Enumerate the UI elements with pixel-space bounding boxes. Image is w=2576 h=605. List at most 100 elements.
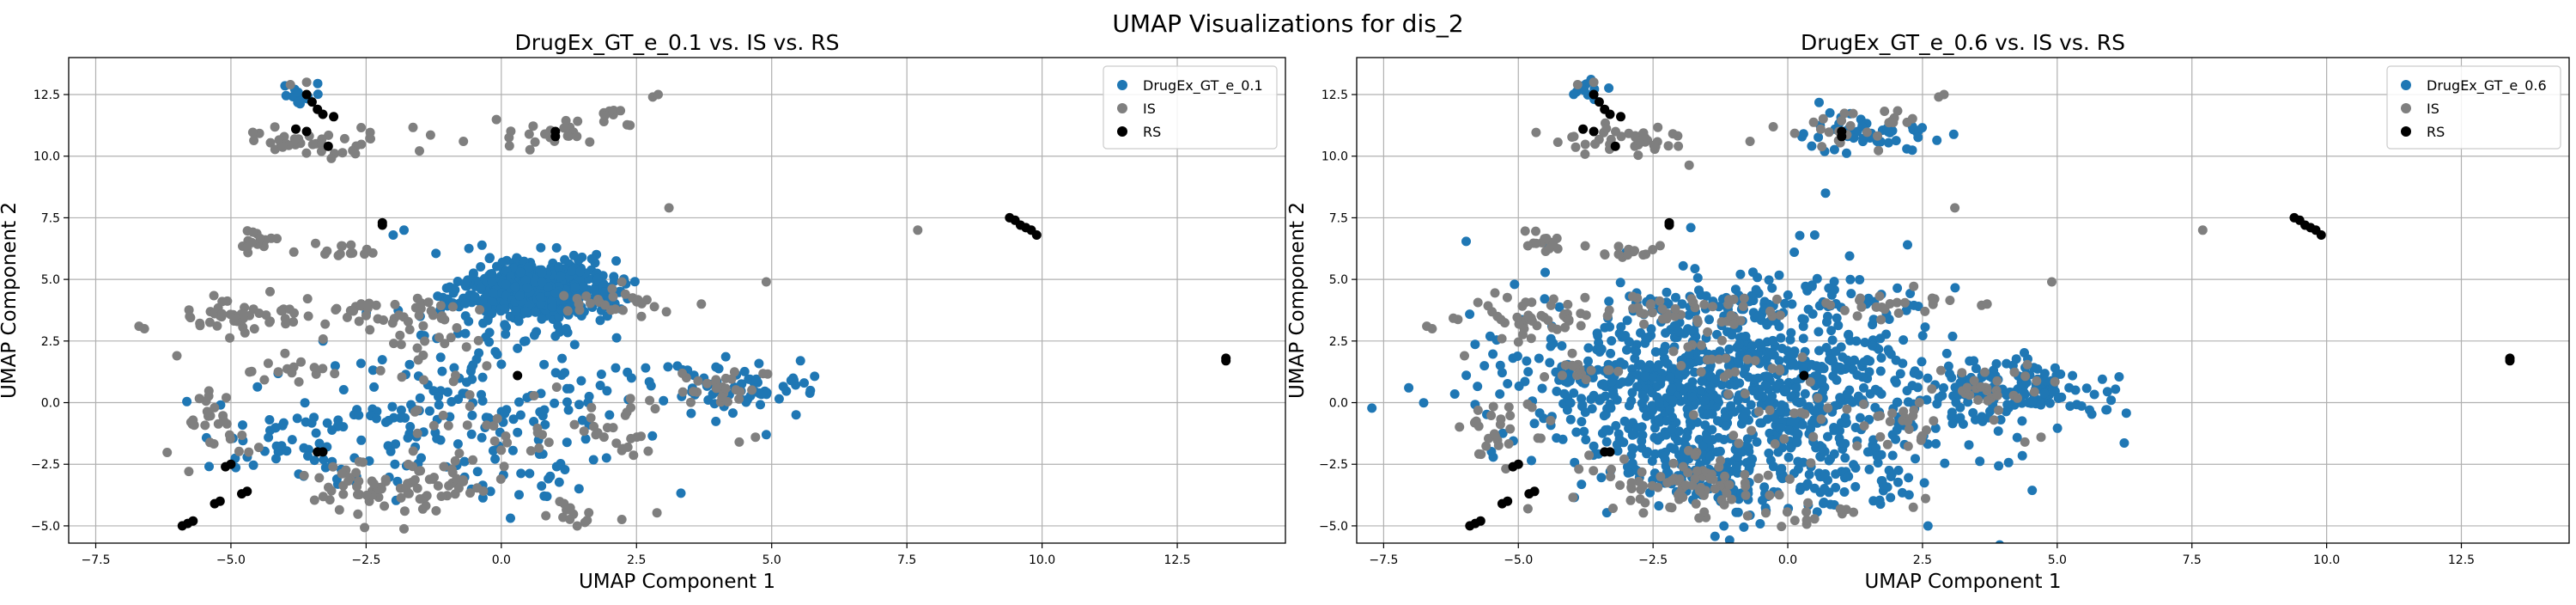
scatter-point	[1541, 234, 1552, 243]
scatter-point	[2020, 371, 2031, 382]
scatter-point	[1668, 395, 1678, 406]
scatter-point	[520, 336, 531, 346]
scatter-point	[1746, 400, 1756, 410]
scatter-point	[1750, 356, 1760, 366]
scatter-point	[1490, 288, 1500, 298]
scatter-point	[204, 317, 215, 327]
scatter-point	[1789, 349, 1799, 359]
x-tick-label: 0.0	[492, 553, 511, 567]
scatter-point	[1722, 462, 1731, 473]
scatter-point	[302, 294, 313, 304]
scatter-point	[415, 494, 425, 504]
scatter-point	[238, 420, 247, 431]
scatter-point	[1955, 402, 1965, 412]
scatter-point	[248, 227, 258, 237]
scatter-point	[1502, 292, 1512, 302]
scatter-point	[1504, 402, 1514, 412]
scatter-point	[2022, 359, 2032, 370]
scatter-point	[319, 455, 329, 465]
scatter-point	[249, 324, 259, 334]
scatter-point	[311, 428, 321, 438]
scatter-point	[781, 386, 792, 396]
scatter-point	[1971, 364, 1981, 374]
scatter-point	[626, 433, 636, 443]
scatter-point	[1581, 375, 1591, 385]
scatter-point	[1957, 368, 1967, 378]
scatter-point	[446, 333, 456, 343]
scatter-point	[412, 483, 422, 493]
scatter-point	[1637, 398, 1647, 408]
scatter-point	[1891, 377, 1901, 388]
scatter-point	[1670, 303, 1680, 314]
scatter-point	[1905, 289, 1916, 298]
scatter-point	[1688, 410, 1698, 420]
scatter-point	[2064, 382, 2075, 393]
scatter-point	[1470, 339, 1480, 350]
scatter-point	[1904, 473, 1914, 483]
scatter-point	[1703, 409, 1713, 419]
scatter-point	[1501, 464, 1511, 474]
scatter-point	[1653, 435, 1663, 445]
scatter-point	[425, 130, 435, 140]
scatter-point	[1755, 519, 1765, 529]
scatter-point	[1221, 353, 1231, 364]
scatter-point	[1765, 490, 1775, 500]
scatter-point	[574, 299, 584, 309]
scatter-point	[487, 309, 497, 319]
scatter-point	[1735, 269, 1746, 279]
scatter-point	[641, 363, 651, 373]
scatter-point	[1545, 358, 1555, 368]
scatter-point	[1835, 362, 1845, 372]
scatter-point	[1673, 436, 1683, 446]
scatter-point	[339, 133, 349, 144]
scatter-point	[1674, 426, 1684, 437]
y-tick-label: −2.5	[1319, 458, 1348, 472]
scatter-point	[553, 321, 563, 331]
scatter-point	[525, 468, 535, 479]
scatter-point	[586, 254, 597, 264]
x-tick-label: 5.0	[2048, 553, 2067, 567]
scatter-point	[1596, 394, 1606, 404]
scatter-point	[485, 253, 495, 263]
x-tick-label: −5.0	[216, 553, 246, 567]
scatter-point	[318, 492, 328, 502]
scatter-point	[1893, 477, 1903, 487]
scatter-point	[442, 387, 453, 397]
y-tick-label: 12.5	[33, 89, 60, 102]
scatter-point	[726, 374, 737, 384]
scatter-point	[447, 397, 457, 406]
scatter-point	[567, 266, 577, 276]
scatter-point	[672, 361, 683, 371]
scatter-point	[1808, 431, 1819, 442]
scatter-point	[1639, 319, 1649, 329]
scatter-point	[580, 434, 591, 444]
scatter-point	[1577, 417, 1587, 427]
y-tick-label: 10.0	[1321, 150, 1348, 164]
scatter-point	[1947, 331, 1958, 341]
scatter-point	[512, 253, 522, 263]
scatter-point	[447, 464, 457, 474]
scatter-point	[1564, 368, 1575, 378]
scatter-point	[596, 370, 606, 379]
scatter-point	[686, 408, 696, 419]
scatter-point	[537, 481, 547, 491]
scatter-point	[337, 241, 347, 251]
scatter-point	[1720, 471, 1730, 481]
scatter-point	[276, 441, 287, 451]
scatter-point	[617, 277, 627, 287]
scatter-point	[1710, 374, 1720, 384]
scatter-point	[1895, 369, 1905, 379]
scatter-point	[2101, 405, 2111, 415]
scatter-point	[1683, 468, 1693, 478]
scatter-point	[313, 78, 323, 89]
scatter-point	[1684, 160, 1694, 170]
scatter-point	[1619, 416, 1630, 426]
scatter-point	[1692, 315, 1702, 325]
scatter-point	[435, 352, 446, 363]
scatter-point	[1485, 331, 1495, 341]
scatter-point	[1824, 455, 1834, 466]
scatter-point	[625, 394, 635, 404]
scatter-point	[659, 395, 669, 406]
scatter-point	[1823, 403, 1833, 413]
scatter-point	[2002, 390, 2012, 400]
